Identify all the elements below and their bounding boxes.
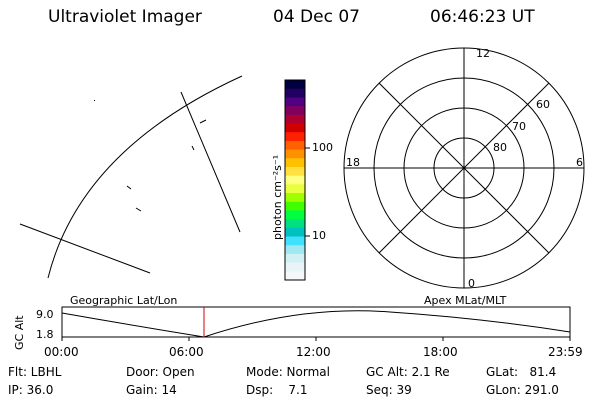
- polar-lat-60: 60: [536, 98, 550, 111]
- colorbar-cell: [285, 210, 305, 220]
- colorbar-cell: [285, 80, 305, 90]
- colorbar-cell: [285, 175, 305, 185]
- colorbar-tick-10: 10: [312, 229, 326, 242]
- info-ip: IP: 36.0: [8, 383, 54, 397]
- dash-mark: [126, 185, 132, 190]
- earth-limb-arc: [47, 75, 243, 279]
- colorbar-cell: [285, 262, 305, 272]
- polar-label-6: 6: [576, 156, 583, 169]
- colorbar-cell: [285, 132, 305, 142]
- timeline-xtick-0000: 00:00: [44, 345, 79, 359]
- timeline-ytick-high: 9.0: [36, 308, 54, 321]
- info-glat: GLat: 81.4: [486, 365, 557, 379]
- info-gain: Gain: 14: [126, 383, 177, 397]
- dash-mark: [199, 119, 207, 124]
- colorbar-cell: [285, 271, 305, 281]
- colorbar-cell: [285, 140, 305, 151]
- polar-label-0: 0: [468, 277, 475, 290]
- polar-label-12: 12: [476, 47, 490, 60]
- info-door: Door: Open: [126, 365, 195, 379]
- colorbar-cell: [285, 236, 305, 246]
- dash-mark: [135, 207, 142, 212]
- timeline-ytick-low: 1.8: [36, 328, 54, 341]
- colorbar-cell: [285, 184, 305, 194]
- info-mode: Mode: Normal: [246, 365, 330, 379]
- info-gc-alt: GC Alt: 2.1 Re: [366, 365, 450, 379]
- dash-mark: [191, 145, 195, 151]
- info-dsp: Dsp: 7.1: [246, 383, 308, 397]
- instrument-title: Ultraviolet Imager: [48, 7, 202, 27]
- colorbar-cell: [285, 201, 305, 211]
- polar-diagonal: [378, 82, 550, 254]
- colorbar-cell: [285, 253, 305, 264]
- timeline-xtick-1800: 18:00: [423, 345, 458, 359]
- terminator-line: [180, 91, 241, 233]
- colorbar-cell: [285, 114, 305, 124]
- colorbar-cell: [285, 158, 305, 168]
- polar-lat-80: 80: [493, 141, 507, 154]
- polar-label-18: 18: [346, 156, 360, 169]
- colorbar-cell: [285, 166, 305, 177]
- timeline-xtick-0600: 06:00: [169, 345, 204, 359]
- date-label: 04 Dec 07: [273, 7, 360, 27]
- coast-line: [19, 223, 151, 274]
- altitude-curve: [61, 310, 571, 338]
- colorbar-cell: [285, 219, 305, 229]
- colorbar-cell: [285, 106, 305, 116]
- timeline-right-title: Apex MLat/MLT: [424, 294, 507, 307]
- colorbar-cell: [285, 123, 305, 133]
- colorbar-cell: [285, 97, 305, 107]
- timeline-xtick-2359: 23:59: [548, 345, 583, 359]
- timeline-xtick-1200: 12:00: [296, 345, 331, 359]
- dot-mark: [94, 100, 95, 101]
- polar-lat-70: 70: [512, 120, 526, 133]
- info-glon: GLon: 291.0: [486, 383, 559, 397]
- colorbar-cell: [285, 149, 305, 159]
- colorbar-cell: [285, 227, 305, 238]
- colorbar-cell: [285, 88, 305, 98]
- colorbar-cell: [285, 245, 305, 255]
- colorbar-tick-100: 100: [312, 141, 333, 154]
- time-label: 06:46:23 UT: [430, 7, 535, 27]
- info-seq: Seq: 39: [366, 383, 412, 397]
- colorbar-cell: [285, 193, 305, 203]
- colorbar-frame: [284, 79, 306, 281]
- info-filter: Flt: LBHL: [8, 365, 62, 379]
- timeline-left-title: Geographic Lat/Lon: [70, 294, 178, 307]
